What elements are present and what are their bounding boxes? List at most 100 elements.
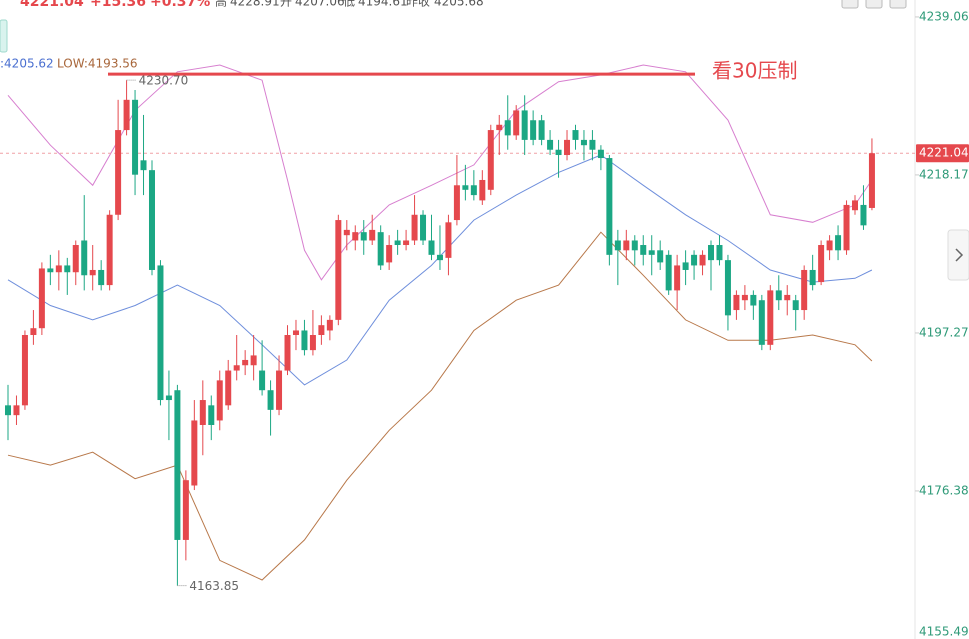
side-button-box[interactable] <box>947 229 969 281</box>
candle-body <box>386 245 393 263</box>
candle-body <box>352 232 359 241</box>
candle-body <box>233 365 240 371</box>
candle-body <box>208 405 215 425</box>
candle-body <box>123 99 130 131</box>
chevron <box>955 248 964 262</box>
candle-body <box>98 269 105 286</box>
candle-body <box>657 250 664 263</box>
y-tick-label: 4197.27 <box>919 325 969 339</box>
candle-body <box>267 390 274 410</box>
candle-body <box>580 139 587 146</box>
candle-body <box>360 232 367 241</box>
candle-body <box>284 335 291 371</box>
candle-body <box>648 250 655 255</box>
candle-body <box>479 179 486 201</box>
candle-body <box>682 262 689 270</box>
y-tick-label: 4239.06 <box>919 9 969 23</box>
candle-body <box>758 300 765 345</box>
candle-body <box>513 110 520 136</box>
candle-body <box>835 235 842 251</box>
candle-body <box>504 120 511 136</box>
candle-body <box>157 265 164 401</box>
candle-body <box>826 240 833 251</box>
header-value: 4205.68 <box>434 0 484 9</box>
candle-body <box>182 480 189 540</box>
candle-body <box>496 124 503 131</box>
candle-body <box>665 254 672 291</box>
last-price-tag <box>916 144 969 163</box>
candle-body <box>411 214 418 241</box>
annotation-label: 4163.85 <box>189 579 239 593</box>
header-value: 4207.06 <box>295 0 345 9</box>
candle-body <box>614 240 621 251</box>
candle-body <box>767 290 774 345</box>
candle-body <box>343 229 350 236</box>
candle-body <box>250 355 257 366</box>
candle-body <box>326 319 333 331</box>
candle-body <box>225 370 232 406</box>
candle-body <box>369 229 376 241</box>
candle-body <box>72 245 79 273</box>
candle-body <box>572 130 579 140</box>
legend-low: LOW:4193.56 <box>57 57 138 71</box>
candle-body <box>318 325 325 336</box>
header-label: 高 <box>215 0 227 9</box>
candle-body <box>640 245 647 255</box>
candle-body <box>784 294 791 301</box>
candle-body <box>81 240 88 276</box>
candle-body <box>674 265 681 291</box>
candle-body <box>792 300 799 311</box>
candle-body <box>470 185 477 196</box>
candle-body <box>140 160 147 171</box>
header: 4221.04 +15.36 +0.37% 高 4228.91 开 4207.0… <box>20 0 484 10</box>
candle-body <box>106 214 113 286</box>
candle-body <box>606 158 613 255</box>
header-label: 低 <box>343 0 355 9</box>
candle-body <box>30 328 37 336</box>
y-tick-label: 4155.49 <box>919 625 969 639</box>
candle-body <box>818 245 825 283</box>
side-tab[interactable] <box>0 19 8 53</box>
candle-body <box>699 254 706 266</box>
candle-body <box>403 240 410 246</box>
candle-body <box>64 265 71 273</box>
candle-body <box>199 400 206 425</box>
candle-body <box>148 170 155 270</box>
candle-body <box>809 269 816 286</box>
candle-body <box>631 240 638 251</box>
candle-body <box>741 294 748 301</box>
resistance-label: 看30压制 <box>712 59 797 83</box>
candle-body <box>436 254 443 261</box>
candle-body <box>301 330 308 351</box>
candle-body <box>445 222 452 258</box>
header-change-pct: +0.37% <box>150 0 210 10</box>
candle-body <box>708 245 715 261</box>
candle-body <box>716 245 723 261</box>
candle-body <box>462 185 469 190</box>
legend-mid: :4205.62 <box>0 57 54 71</box>
candle-body <box>868 153 875 208</box>
tool-button[interactable] <box>889 0 907 9</box>
candle-body <box>21 335 28 406</box>
candle-body <box>5 405 11 416</box>
candle-body <box>13 405 20 416</box>
candle-body <box>691 254 698 266</box>
band-line <box>7 231 873 581</box>
candle-body <box>775 290 782 301</box>
y-tick-label: 4218.17 <box>919 167 969 181</box>
tool-button[interactable] <box>865 0 883 9</box>
side-button[interactable] <box>947 229 969 281</box>
candle-body <box>216 380 223 421</box>
tool-button[interactable] <box>841 0 859 9</box>
candle-body <box>453 185 460 221</box>
candle-body <box>564 139 571 156</box>
header-change: +15.36 <box>90 0 146 10</box>
candle-body <box>852 200 858 211</box>
candle-body <box>589 139 596 150</box>
candle-body <box>165 395 172 401</box>
candle-body <box>733 294 740 311</box>
candle-body <box>538 120 545 140</box>
candle-body <box>530 120 537 140</box>
